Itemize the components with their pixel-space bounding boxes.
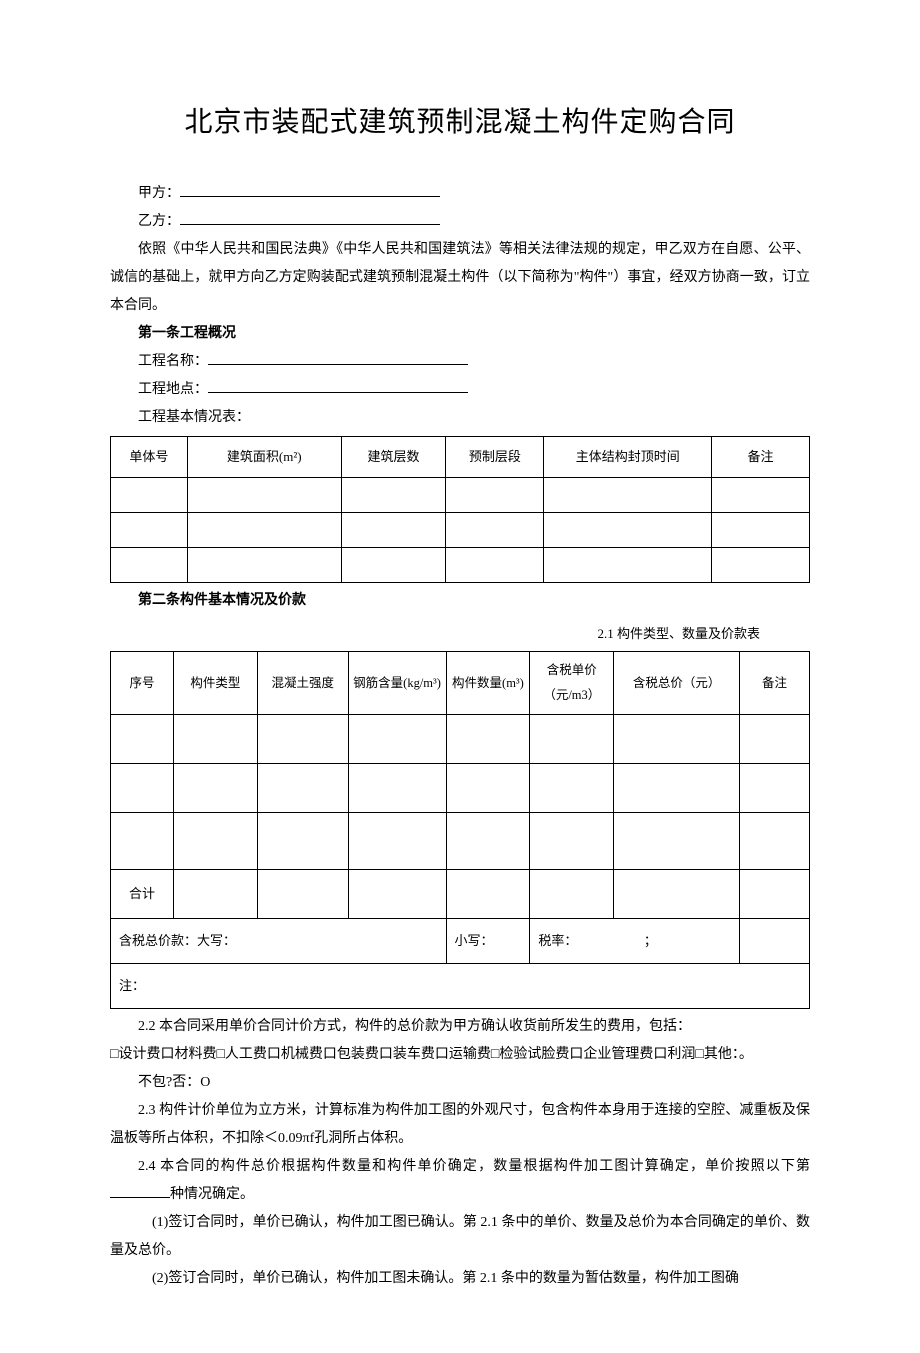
party-b-line: 乙方：: [110, 208, 810, 236]
table-row: [111, 715, 810, 764]
party-a-blank: [180, 196, 440, 197]
tax-rate-cell: 税率： ；: [530, 919, 740, 964]
project-name-blank: [208, 364, 468, 365]
preamble-text: 依照《中华人民共和国民法典》《中华人民共和国建筑法》等相关法律法规的规定，甲乙双…: [110, 236, 810, 320]
project-basic-table: 单体号 建筑面积(m²) 建筑层数 预制层段 主体结构封顶时间 备注: [110, 436, 810, 583]
table2-h6: 含税总价（元）: [614, 652, 740, 715]
table2-h4: 构件数量(m³): [446, 652, 530, 715]
project-name-label: 工程名称：: [138, 354, 208, 369]
table2-h5: 含税单价（元/m3）: [530, 652, 614, 715]
party-b-label: 乙方：: [138, 214, 180, 229]
table-row: 含税总价款：大写： 小写： 税率： ；: [111, 919, 810, 964]
table2-h0: 序号: [111, 652, 174, 715]
project-addr-line: 工程地点：: [110, 376, 810, 404]
table1-h2: 建筑层数: [341, 437, 446, 478]
component-price-table: 序号 构件类型 混凝土强度 钢筋含量(kg/m³) 构件数量(m³) 含税单价（…: [110, 651, 810, 1009]
document-title: 北京市装配式建筑预制混凝土构件定购合同: [110, 100, 810, 140]
p-2-2: 2.2 本合同采用单价合同计价方式，构件的总价款为甲方确认收货前所发生的费用，包…: [110, 1013, 810, 1041]
p-2-2b: □设计费口材料费□人工费口机械费口包装费口装车费口运输费□检验试脸费口企业管理费…: [110, 1041, 810, 1069]
project-addr-blank: [208, 392, 468, 393]
table-row: [111, 764, 810, 813]
table2-h7: 备注: [740, 652, 810, 715]
table-row: [111, 813, 810, 870]
table1-h0: 单体号: [111, 437, 188, 478]
tax-rate-semi: ；: [644, 933, 657, 948]
table2-caption: 2.1 构件类型、数量及价款表: [110, 621, 810, 647]
table1-intro: 工程基本情况表：: [110, 404, 810, 432]
table-row: 序号 构件类型 混凝土强度 钢筋含量(kg/m³) 构件数量(m³) 含税单价（…: [111, 652, 810, 715]
p-2-4-line: 2.4 本合同的构件总价根据构件数量和构件单价确定，数量根据构件加工图计算确定，…: [110, 1153, 810, 1209]
party-a-line: 甲方：: [110, 180, 810, 208]
p-2-3: 2.3 构件计价单位为立方米，计算标准为构件加工图的外观尺寸，包含构件本身用于连…: [110, 1097, 810, 1153]
project-name-line: 工程名称：: [110, 348, 810, 376]
total-daxie-cell: 含税总价款：大写：: [111, 919, 447, 964]
note-cell: 注：: [111, 964, 810, 1009]
article1-heading: 第一条工程概况: [110, 320, 810, 348]
document-page: 北京市装配式建筑预制混凝土构件定购合同 甲方： 乙方： 依照《中华人民共和国民法…: [0, 0, 920, 1353]
heji-cell: 合计: [111, 870, 174, 919]
total-xiaoxie-cell: 小写：: [446, 919, 530, 964]
table-row: [111, 513, 810, 548]
document-body: 甲方： 乙方： 依照《中华人民共和国民法典》《中华人民共和国建筑法》等相关法律法…: [110, 180, 810, 1293]
p-2-4a: 2.4 本合同的构件总价根据构件数量和构件单价确定，数量根据构件加工图计算确定，…: [138, 1159, 810, 1174]
party-a-label: 甲方：: [138, 186, 180, 201]
tax-rate-label: 税率：: [538, 933, 577, 948]
table1-h4: 主体结构封顶时间: [544, 437, 712, 478]
p-2-4-blank: [110, 1197, 170, 1198]
table1-h1: 建筑面积(m²): [187, 437, 341, 478]
table2-h3: 钢筋含量(kg/m³): [348, 652, 446, 715]
total-daxie-label: 含税总价款：大写：: [119, 933, 236, 948]
table-row: 单体号 建筑面积(m²) 建筑层数 预制层段 主体结构封顶时间 备注: [111, 437, 810, 478]
table1-h5: 备注: [712, 437, 810, 478]
p-2-4-1: (1)签订合同时，单价已确认，构件加工图已确认。第 2.1 条中的单价、数量及总…: [110, 1209, 810, 1265]
table1-h3: 预制层段: [446, 437, 544, 478]
article2-heading: 第二条构件基本情况及价款: [110, 587, 810, 615]
p-2-4-2: (2)签订合同时，单价已确认，构件加工图未确认。第 2.1 条中的数量为暂估数量…: [110, 1265, 810, 1293]
table-row: 合计: [111, 870, 810, 919]
p-2-2c: 不包?否：O: [110, 1069, 810, 1097]
table2-h1: 构件类型: [173, 652, 257, 715]
table-row: 注：: [111, 964, 810, 1009]
table-row: [111, 478, 810, 513]
party-b-blank: [180, 224, 440, 225]
total-xiaoxie-label: 小写：: [455, 933, 494, 948]
project-addr-label: 工程地点：: [138, 382, 208, 397]
table2-h2: 混凝土强度: [257, 652, 348, 715]
p-2-4b: 种情况确定。: [170, 1187, 254, 1202]
table-row: [111, 548, 810, 583]
